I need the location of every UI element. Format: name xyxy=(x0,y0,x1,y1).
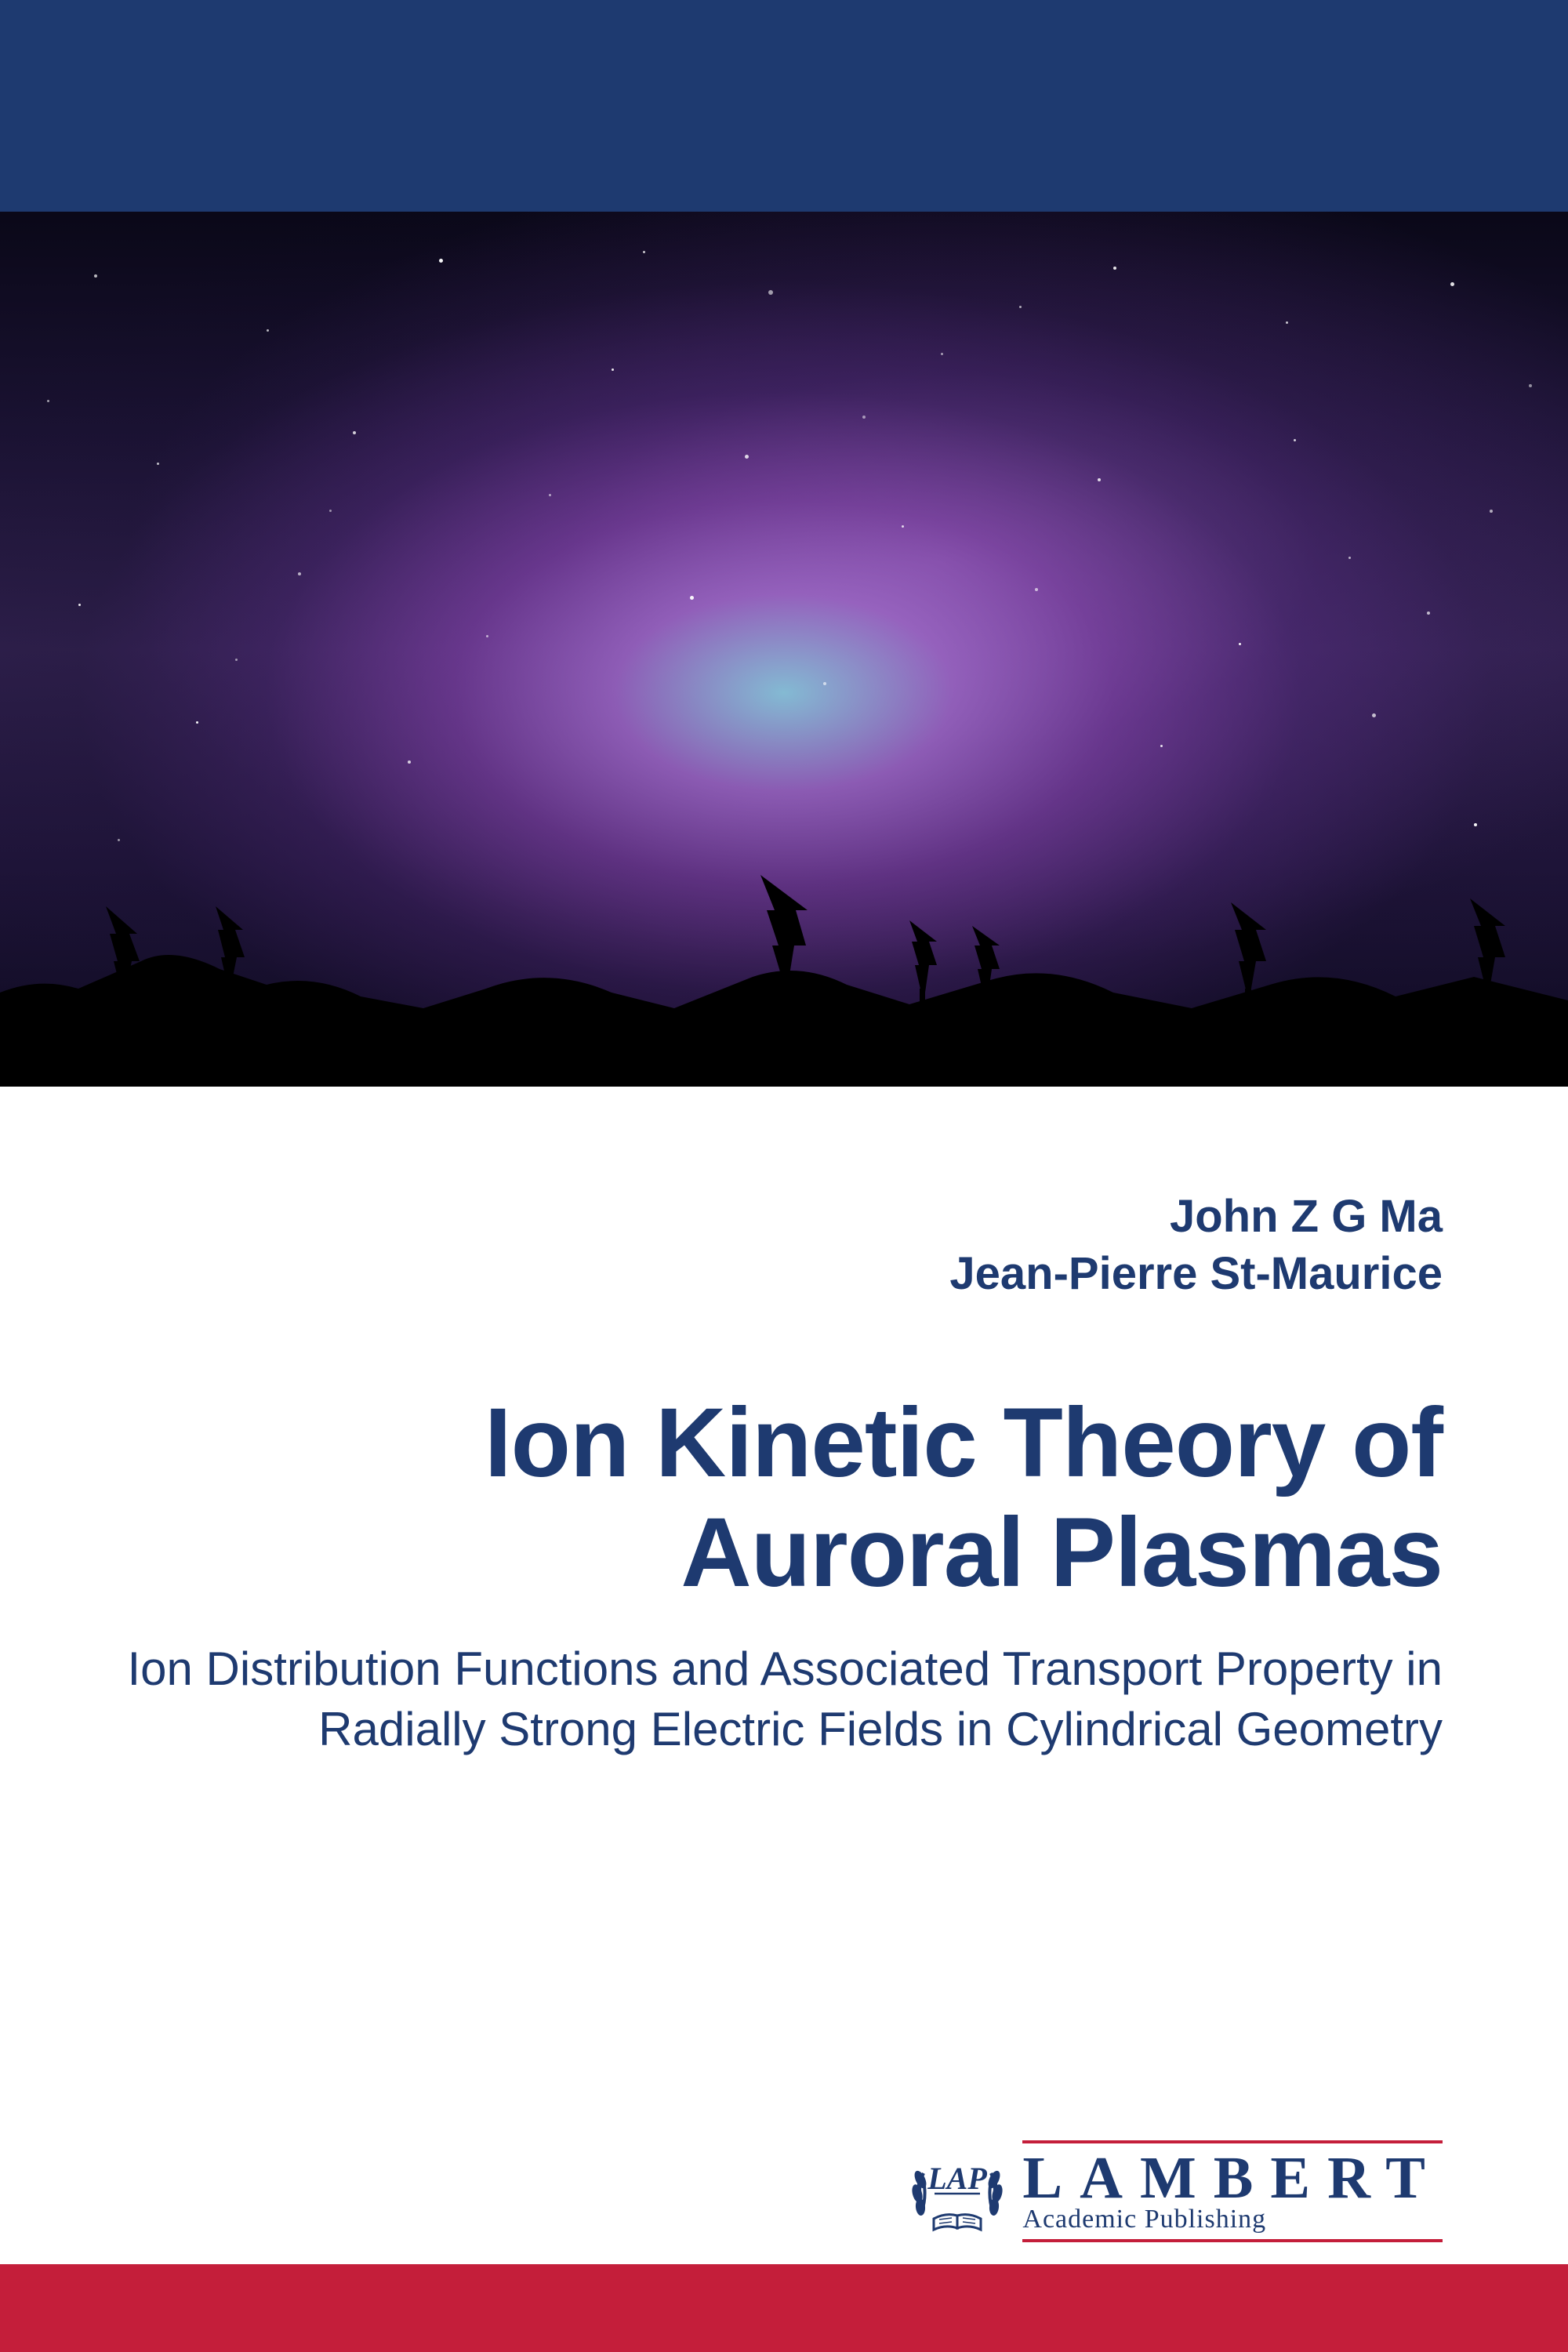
star-icon xyxy=(1160,745,1163,747)
star-icon xyxy=(1019,306,1022,308)
star-icon xyxy=(267,329,269,332)
star-icon xyxy=(78,604,81,606)
star-icon xyxy=(1098,478,1101,481)
star-icon xyxy=(745,455,749,459)
footer-color-bar xyxy=(0,2264,1568,2352)
star-icon xyxy=(1529,384,1532,387)
landscape-silhouette xyxy=(0,851,1568,1087)
star-icon xyxy=(353,431,356,434)
star-icon xyxy=(298,572,301,575)
content-area: John Z G Ma Jean-Pierre St-Maurice Ion K… xyxy=(0,1087,1568,1760)
star-icon xyxy=(157,463,159,465)
publisher-rule-bottom xyxy=(1022,2239,1443,2242)
star-icon xyxy=(862,416,866,419)
star-icon xyxy=(612,368,614,371)
star-icon xyxy=(47,400,49,402)
star-icon xyxy=(643,251,645,253)
publisher-logo: LAP LAMBERT Academic Publishing xyxy=(906,2140,1443,2242)
publisher-tagline: Academic Publishing xyxy=(1022,2205,1443,2234)
star-icon xyxy=(1372,713,1376,717)
star-icon xyxy=(439,259,443,263)
star-icon xyxy=(235,659,238,661)
author-2: Jean-Pierre St-Maurice xyxy=(125,1246,1443,1303)
star-icon xyxy=(1450,282,1454,286)
star-icon xyxy=(1427,612,1430,615)
star-icon xyxy=(486,635,488,637)
star-icon xyxy=(690,596,694,600)
star-icon xyxy=(1294,439,1296,441)
star-icon xyxy=(1286,321,1288,324)
star-icon xyxy=(1239,643,1241,645)
star-icon xyxy=(1474,823,1477,826)
star-icon xyxy=(118,839,120,841)
star-icon xyxy=(329,510,332,512)
star-icon xyxy=(549,494,551,496)
book-subtitle: Ion Distribution Functions and Associate… xyxy=(125,1639,1443,1760)
star-icon xyxy=(768,290,773,295)
star-icon xyxy=(1113,267,1116,270)
publisher-badge-icon: LAP xyxy=(906,2140,1008,2242)
star-icon xyxy=(1490,510,1493,513)
svg-text:LAP: LAP xyxy=(927,2161,988,2196)
authors-block: John Z G Ma Jean-Pierre St-Maurice xyxy=(125,1189,1443,1302)
star-icon xyxy=(902,525,904,528)
star-icon xyxy=(1348,557,1351,559)
publisher-rule-top xyxy=(1022,2140,1443,2143)
star-icon xyxy=(408,760,411,764)
star-icon xyxy=(196,721,198,724)
publisher-text: LAMBERT Academic Publishing xyxy=(1022,2140,1443,2242)
star-icon xyxy=(941,353,943,355)
star-icon xyxy=(1035,588,1038,591)
cover-aurora-image xyxy=(0,212,1568,1087)
book-title: Ion Kinetic Theory of Auroral Plasmas xyxy=(125,1388,1443,1608)
star-icon xyxy=(823,682,826,685)
header-color-bar xyxy=(0,0,1568,212)
author-1: John Z G Ma xyxy=(125,1189,1443,1246)
star-icon xyxy=(94,274,97,278)
publisher-name: LAMBERT xyxy=(1022,2148,1443,2208)
